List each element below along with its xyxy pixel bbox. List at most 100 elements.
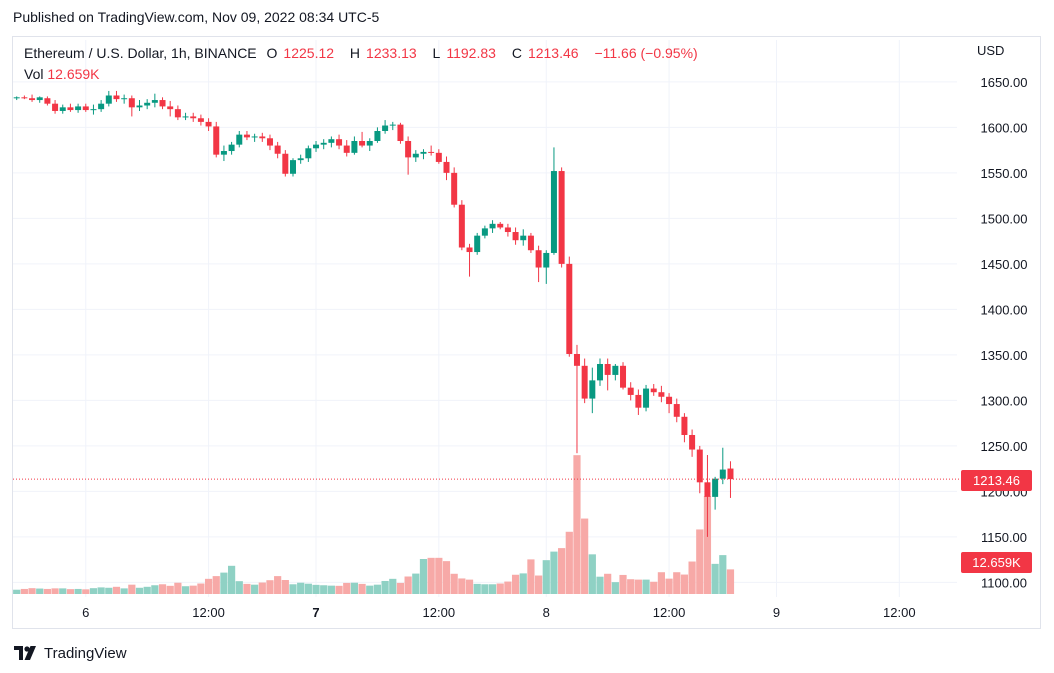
candle-body [90, 109, 97, 111]
volume-bar [281, 580, 289, 594]
candle-body [220, 151, 227, 155]
x-tick-label: 9 [773, 605, 780, 620]
candle-body [374, 130, 381, 142]
volume-bar [458, 578, 466, 594]
candle-body [573, 353, 580, 366]
volume-bar [373, 584, 382, 594]
volume-bar [59, 588, 67, 594]
candle-body [167, 106, 174, 110]
volume-bar [74, 588, 82, 594]
candle-body [704, 482, 711, 497]
volume-bar [112, 586, 121, 594]
symbol-title[interactable]: Ethereum / U.S. Dollar, 1h, BINANCE [24, 45, 257, 61]
candle-body [82, 106, 89, 111]
candle-body [620, 365, 627, 388]
volume-bar [696, 529, 704, 594]
currency-label[interactable]: USD [977, 43, 1005, 58]
y-tick-label: 1100.00 [981, 575, 1027, 590]
candle-body [21, 97, 28, 99]
volume-bar [251, 584, 259, 594]
volume-bar [97, 587, 105, 594]
x-tick-label: 12:00 [653, 605, 686, 620]
volume-label[interactable]: Vol [24, 66, 44, 82]
volume-bar [581, 518, 589, 594]
y-tick-label: 1600.00 [981, 120, 1028, 135]
candle-body [52, 103, 59, 111]
candle-body [13, 97, 20, 99]
volume-bar [158, 584, 167, 594]
volume-legend: Vol 12.659K [24, 66, 100, 82]
y-tick-label: 1300.00 [981, 393, 1028, 408]
candle-body [359, 141, 366, 146]
high-value: 1233.13 [366, 45, 417, 61]
volume-bar [665, 578, 673, 594]
candle-body [213, 126, 220, 155]
volume-bar [412, 573, 420, 594]
candle-body [504, 227, 511, 233]
y-tick-label: 1650.00 [981, 75, 1028, 90]
volume-bar [204, 578, 213, 594]
published-note: Published on TradingView.com, Nov 09, 20… [13, 9, 380, 25]
open-label: O [266, 45, 278, 61]
volume-bar [657, 572, 665, 594]
volume-bar [565, 531, 573, 594]
candle-body [689, 434, 696, 450]
candle-body [236, 134, 243, 145]
volume-bar [335, 585, 343, 594]
volume-bar [135, 587, 144, 594]
volume-bar [343, 582, 351, 594]
candle-body [297, 158, 304, 161]
candle-body [643, 388, 650, 408]
candle-body [474, 235, 481, 253]
volume-bar [13, 589, 21, 594]
volume-bar [181, 586, 190, 594]
volume-bar [258, 582, 266, 594]
candle-body [650, 388, 657, 393]
volume-bar [212, 576, 220, 594]
x-tick-label: 6 [82, 605, 89, 620]
volume-bar [504, 581, 512, 594]
candle-body [67, 107, 74, 111]
volume-bar [389, 578, 397, 594]
volume-bar [481, 584, 489, 594]
volume-bar [197, 583, 205, 594]
candle-body [435, 152, 442, 162]
volume-bar [719, 555, 727, 594]
x-tick-label: 12:00 [423, 605, 456, 620]
volume-bar [703, 496, 712, 594]
candle-body [604, 363, 611, 375]
chart-frame[interactable] [12, 36, 1041, 629]
candle-body [527, 235, 534, 251]
tradingview-logo-icon [14, 646, 36, 660]
candle-body [105, 95, 112, 104]
candle-body [627, 387, 634, 395]
candle-body [282, 153, 289, 174]
candle-body [658, 392, 665, 397]
volume-bar [619, 574, 627, 594]
candle-body [44, 98, 51, 104]
volume-bar [174, 582, 182, 594]
y-tick-label: 1400.00 [981, 302, 1028, 317]
volume-bar [396, 582, 405, 594]
volume-bar [105, 587, 113, 594]
volume-bar [642, 579, 650, 594]
candle-body [382, 125, 389, 131]
candle-body [159, 100, 166, 107]
volume-bar [151, 585, 159, 594]
candle-body [612, 365, 619, 375]
volume-bar [473, 583, 481, 594]
tradingview-brand[interactable]: TradingView [14, 643, 127, 663]
open-value: 1225.12 [283, 45, 335, 61]
volume-bar [120, 588, 128, 594]
volume-bar [366, 585, 374, 594]
y-tick-label: 1350.00 [981, 348, 1028, 363]
candle-body [535, 250, 542, 268]
candle-body [75, 106, 82, 111]
x-tick-label: 7 [312, 605, 319, 620]
volume-bar [611, 582, 619, 594]
volume-bar [358, 583, 366, 594]
candle-body [259, 136, 266, 139]
volume-bar [550, 551, 558, 594]
volume-bar [435, 557, 443, 594]
